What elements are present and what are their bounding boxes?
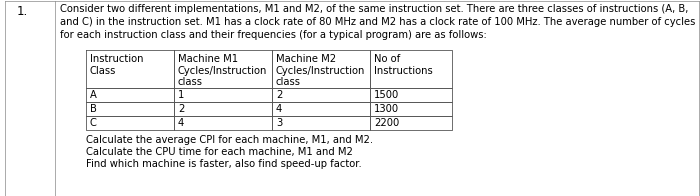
Text: Calculate the average CPI for each machine, M1, and M2.: Calculate the average CPI for each machi… xyxy=(86,135,373,145)
Text: Instructions: Instructions xyxy=(374,65,433,75)
Text: Cycles/Instruction: Cycles/Instruction xyxy=(178,65,267,75)
Text: B: B xyxy=(90,104,97,114)
Text: Find which machine is faster, also find speed-up factor.: Find which machine is faster, also find … xyxy=(86,159,362,169)
Text: 2200: 2200 xyxy=(374,118,399,128)
Text: 4: 4 xyxy=(276,104,282,114)
Text: 1.: 1. xyxy=(16,5,27,18)
Text: 2: 2 xyxy=(276,90,282,100)
Text: Machine M1: Machine M1 xyxy=(178,54,238,64)
Text: 1: 1 xyxy=(178,90,184,100)
Text: C: C xyxy=(90,118,97,128)
Text: Consider two different implementations, M1 and M2, of the same instruction set. : Consider two different implementations, … xyxy=(60,4,688,14)
Text: class: class xyxy=(178,77,203,87)
Text: Cycles/Instruction: Cycles/Instruction xyxy=(276,65,365,75)
Text: No of: No of xyxy=(374,54,400,64)
Text: class: class xyxy=(276,77,301,87)
Text: 3: 3 xyxy=(276,118,282,128)
Text: 1500: 1500 xyxy=(374,90,399,100)
Text: 4: 4 xyxy=(178,118,184,128)
Text: Machine M2: Machine M2 xyxy=(276,54,336,64)
Text: Instruction: Instruction xyxy=(90,54,144,64)
Text: for each instruction class and their frequencies (for a typical program) are as : for each instruction class and their fre… xyxy=(60,30,486,40)
Text: 2: 2 xyxy=(178,104,184,114)
Text: Class: Class xyxy=(90,65,116,75)
Text: 1300: 1300 xyxy=(374,104,399,114)
Text: and C) in the instruction set. M1 has a clock rate of 80 MHz and M2 has a clock : and C) in the instruction set. M1 has a … xyxy=(60,17,695,27)
Text: A: A xyxy=(90,90,97,100)
Text: Calculate the CPU time for each machine, M1 and M2: Calculate the CPU time for each machine,… xyxy=(86,147,353,157)
